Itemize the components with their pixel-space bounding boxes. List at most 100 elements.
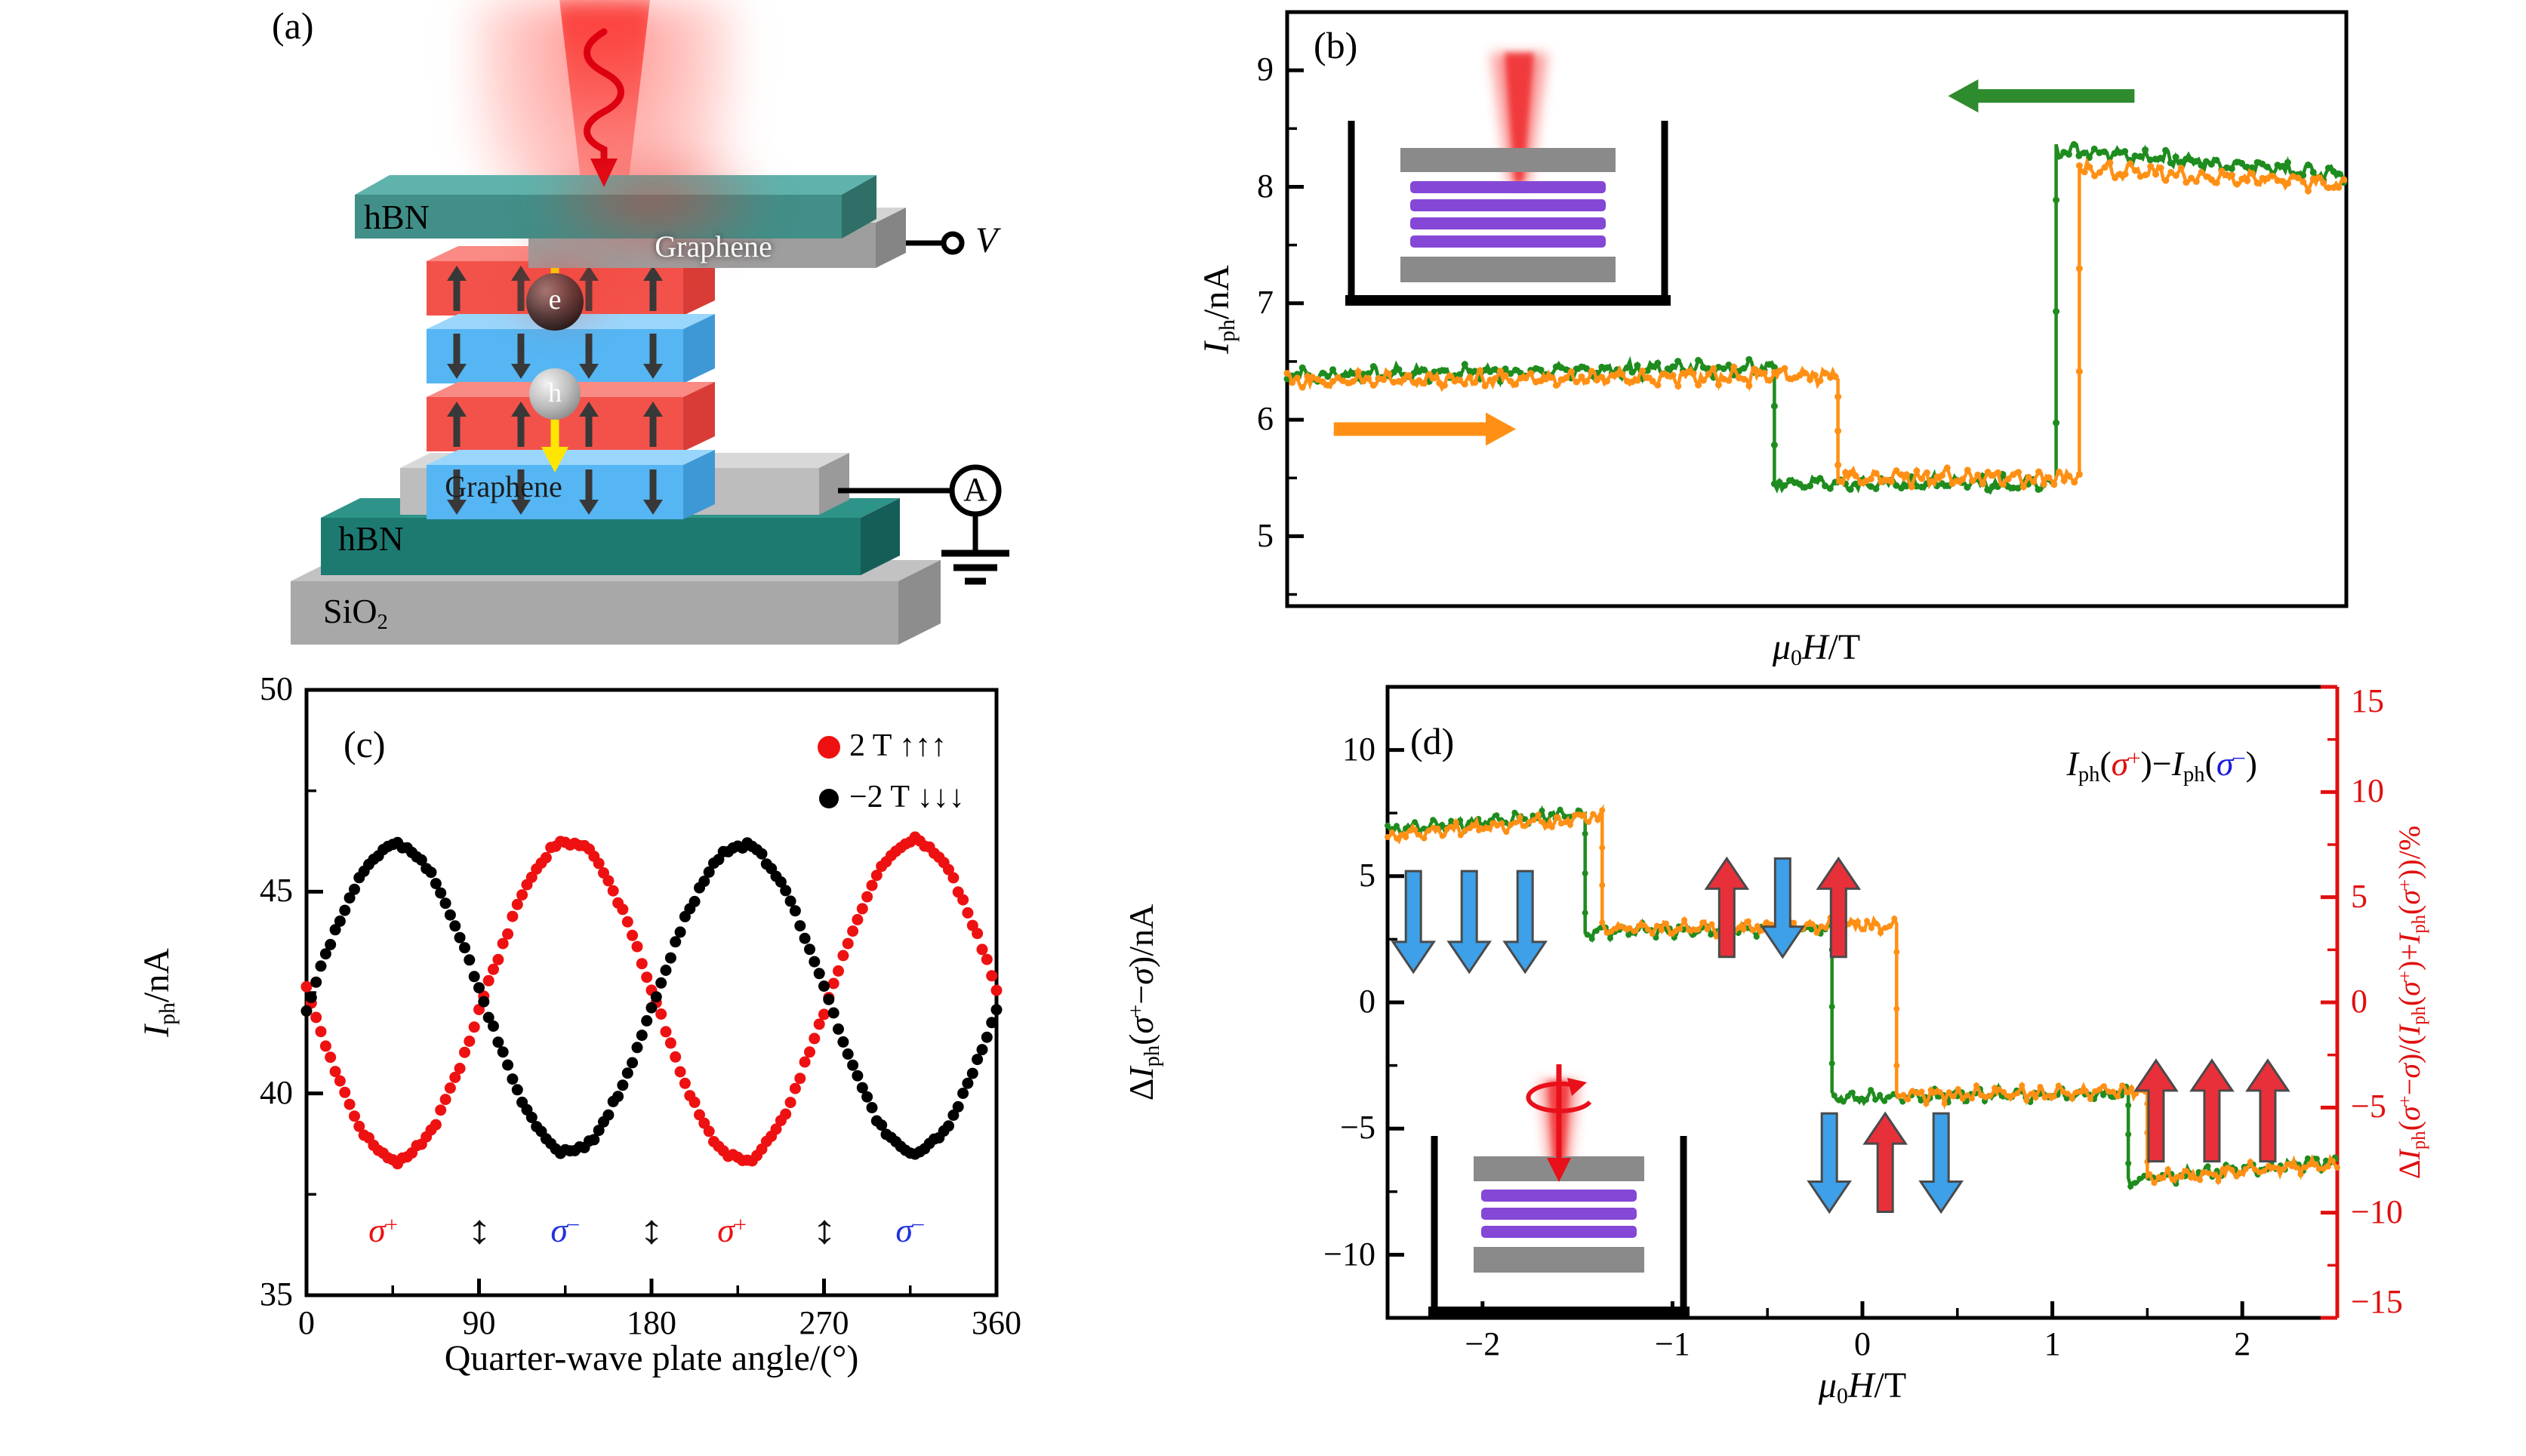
data-point [1822,925,1829,931]
data-point [593,1125,605,1137]
tick-label: 5 [1359,856,1375,894]
data-point [2136,1175,2143,1182]
data-point [1494,822,1501,829]
data-point [2177,159,2185,166]
data-point [1964,466,1971,474]
data-point [502,928,514,940]
legend-entry-2T: 2 T ↑↑↑ [849,728,947,763]
data-point [1923,1100,1930,1107]
data-point [2183,1168,2189,1174]
data-point [1369,381,1377,389]
data-point [2082,1088,2089,1094]
data-point [947,1110,960,1121]
data-point [1588,935,1595,942]
data-point [2112,174,2119,181]
data-point [602,1109,615,1121]
spin-arrow-icon [1918,1112,1964,1214]
data-point [2060,477,2068,485]
data-point [1745,918,1751,925]
data-point [679,1077,691,1089]
sweep-direction-arrow [1333,412,1517,446]
data-point [492,1036,504,1048]
data-point [986,1017,998,1029]
data-point [645,1002,658,1014]
data-point [2070,140,2078,148]
data-point [2335,183,2343,191]
data-point [1440,382,1448,389]
electron-label: e [548,284,562,316]
data-point [2053,196,2060,204]
data-point [2284,180,2292,187]
data-point [852,1070,864,1082]
data-point [976,1044,988,1056]
data-point [607,885,619,897]
data-point [1527,370,1535,377]
data-point [1385,370,1392,377]
data-point [1831,373,1839,380]
data-point [2297,1171,2304,1177]
data-point [1849,1089,1856,1096]
data-point [310,1011,322,1024]
data-point [809,1033,821,1045]
data-point [1968,1095,1975,1102]
data-point [2073,1089,2080,1095]
data-point [847,1059,859,1071]
data-point [617,1079,629,1091]
data-point [415,854,427,866]
tick-label: 7 [1257,283,1274,321]
data-point [2019,483,2027,491]
data-point [468,971,480,983]
data-point [1903,471,1910,479]
tick-label: −5 [1340,1109,1375,1147]
data-point [2132,1180,2139,1187]
panel-a-letter: (a) [272,5,314,47]
data-point [2311,1162,2318,1168]
data-point [1480,826,1486,833]
data-point [2096,169,2103,176]
panel-c-letter: (c) [343,723,386,765]
data-point [300,1005,313,1017]
data-point [2116,149,2124,156]
data-point [1872,485,1880,492]
data-point [1872,1096,1879,1103]
voltage-label: V [975,220,998,260]
tick-label: −10 [2351,1193,2403,1230]
data-point [2294,174,2302,182]
data-point [688,895,701,907]
data-point [1448,817,1455,824]
tick-label: 50 [260,670,293,708]
data-point [2173,1174,2180,1180]
data-point [837,950,849,962]
data-point [804,943,815,956]
data-point [1529,812,1536,819]
data-point [1842,469,1850,476]
data-point [2115,1093,2121,1100]
data-point [1635,922,1642,929]
data-point [2305,187,2312,195]
data-point [329,1066,341,1078]
data-point [1669,363,1677,371]
data-point [1334,374,1342,381]
data-point [1918,475,1926,482]
data-point [588,1134,600,1146]
data-point [789,905,801,917]
data-point [2055,1082,2062,1089]
data-point [300,980,313,993]
data-point [1979,480,1986,488]
data-point [1329,366,1336,374]
data-point [2014,485,2022,492]
data-point [813,968,825,980]
inset-device-laser-icon [1345,53,1671,306]
data-point [1852,472,1859,479]
data-point [962,1077,974,1089]
tick-label: 0 [1359,983,1375,1020]
data-point [2035,468,2043,476]
data-point [343,892,356,904]
data-point [1809,921,1816,928]
data-point [1695,381,1702,389]
spin-arrow-icon [2189,1058,2235,1163]
data-point [444,1082,456,1094]
data-point [866,879,878,891]
data-point [756,848,768,860]
magnetization-arrow-icon [511,469,531,515]
